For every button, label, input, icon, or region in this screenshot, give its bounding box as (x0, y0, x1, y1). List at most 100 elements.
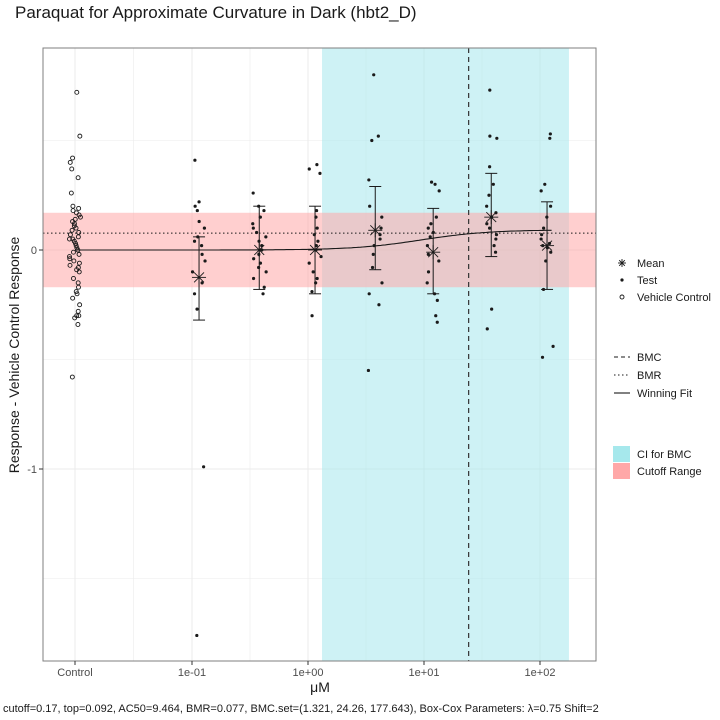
test-point (488, 88, 492, 92)
test-point (262, 208, 266, 213)
test-point (376, 134, 380, 138)
test-point (192, 292, 197, 296)
test-point (493, 250, 498, 254)
test-point (195, 633, 199, 638)
test-point (492, 244, 496, 248)
vehicle-control-point (77, 133, 83, 139)
test-point (437, 259, 441, 263)
x-tick-label: 1e-01 (178, 667, 206, 679)
vehicle-control-point (75, 234, 81, 240)
test-point (251, 191, 255, 195)
test-point (264, 235, 268, 239)
vehicle-control-point (77, 302, 83, 308)
vehicle-control-point (75, 247, 81, 253)
vehicle-control-point (67, 262, 73, 268)
vehicle-control-point (76, 313, 82, 319)
vehicle-control-point (71, 276, 76, 281)
test-point (539, 237, 543, 241)
test-point (195, 307, 199, 311)
mean-marker-stroke (485, 211, 497, 223)
vehicle-control-point (71, 249, 76, 255)
mean-marker (426, 245, 441, 260)
test-point (310, 314, 314, 318)
test-point (261, 292, 265, 296)
test-point (485, 222, 489, 226)
test-point (193, 158, 197, 162)
legend-label: Test (637, 275, 657, 287)
test-point (540, 233, 544, 237)
vehicle-control-point (76, 284, 81, 290)
test-point (548, 204, 553, 208)
test-point (190, 270, 195, 274)
vehicle-control-point (69, 374, 75, 380)
test-point (434, 215, 438, 219)
y-axis-label: Response - Vehicle Control Response (6, 236, 22, 473)
mean-marker (252, 243, 267, 257)
legend-label: Vehicle Control (637, 292, 711, 304)
vehicle-control-point (70, 155, 76, 161)
test-point (488, 165, 492, 169)
vehicle-control-point (70, 208, 76, 214)
test-point (307, 167, 311, 171)
test-point (380, 281, 384, 285)
test-point (195, 208, 199, 213)
vehicle-control-point (74, 89, 80, 95)
test-point (487, 226, 492, 230)
test-point (311, 270, 315, 274)
test-point (425, 244, 430, 248)
test-point (549, 250, 553, 254)
test-point (548, 136, 552, 140)
mean-marker-stroke (541, 240, 553, 251)
panel-border (42, 47, 597, 662)
vehicle-control-point (76, 251, 82, 257)
test-point (494, 233, 499, 237)
legend-shapes: Mean Test Vehicle Control (618, 258, 711, 304)
test-point (377, 303, 381, 307)
test-point (433, 182, 437, 186)
test-point (254, 230, 259, 235)
test-point (548, 132, 552, 136)
test-point (314, 281, 318, 285)
test-point (366, 368, 371, 373)
test-point (425, 281, 429, 285)
legend-label: BMC (637, 352, 662, 364)
mean-marker (484, 210, 499, 225)
test-point (370, 265, 375, 270)
legend: Mean Test Vehicle Control BMC BMR Winning Fi… (613, 258, 711, 479)
vehicle-control-point (71, 258, 77, 264)
test-point (426, 226, 430, 230)
test-point (202, 465, 206, 469)
test-point (487, 193, 491, 197)
test-point (543, 182, 547, 186)
mean-marker (192, 270, 207, 285)
test-point (495, 136, 499, 140)
vehicle-control-point (76, 260, 82, 266)
mean-marker-stroke (369, 225, 381, 236)
test-point (367, 292, 371, 296)
vehicle-control-point (73, 289, 79, 295)
vehicle-control-point (75, 322, 81, 327)
x-axis-label: μM (310, 679, 330, 695)
test-point (426, 252, 430, 256)
vehicle-control-point (70, 295, 76, 301)
mean-marker-stroke (193, 272, 205, 283)
data-marks (67, 73, 555, 638)
test-point (435, 320, 439, 324)
legend-test-key (620, 278, 624, 282)
test-point (314, 208, 319, 213)
test-point (428, 235, 432, 239)
mean-marker-stroke (618, 259, 626, 267)
test-point (200, 281, 204, 285)
vehicle-control-point (73, 243, 79, 249)
legend-fills: CI for BMC Cutoff Range (613, 446, 702, 479)
y-axis-ticks: 0 -1 (27, 245, 43, 476)
x-tick-label: 1e+00 (293, 667, 324, 679)
test-point (437, 189, 441, 193)
vehicle-control-point (77, 214, 83, 220)
plot-panel (42, 47, 597, 662)
test-point (367, 178, 371, 182)
x-tick-label: Control (57, 667, 92, 679)
test-point (315, 162, 319, 167)
vehicle-control-point (73, 240, 78, 246)
test-point (539, 189, 543, 193)
